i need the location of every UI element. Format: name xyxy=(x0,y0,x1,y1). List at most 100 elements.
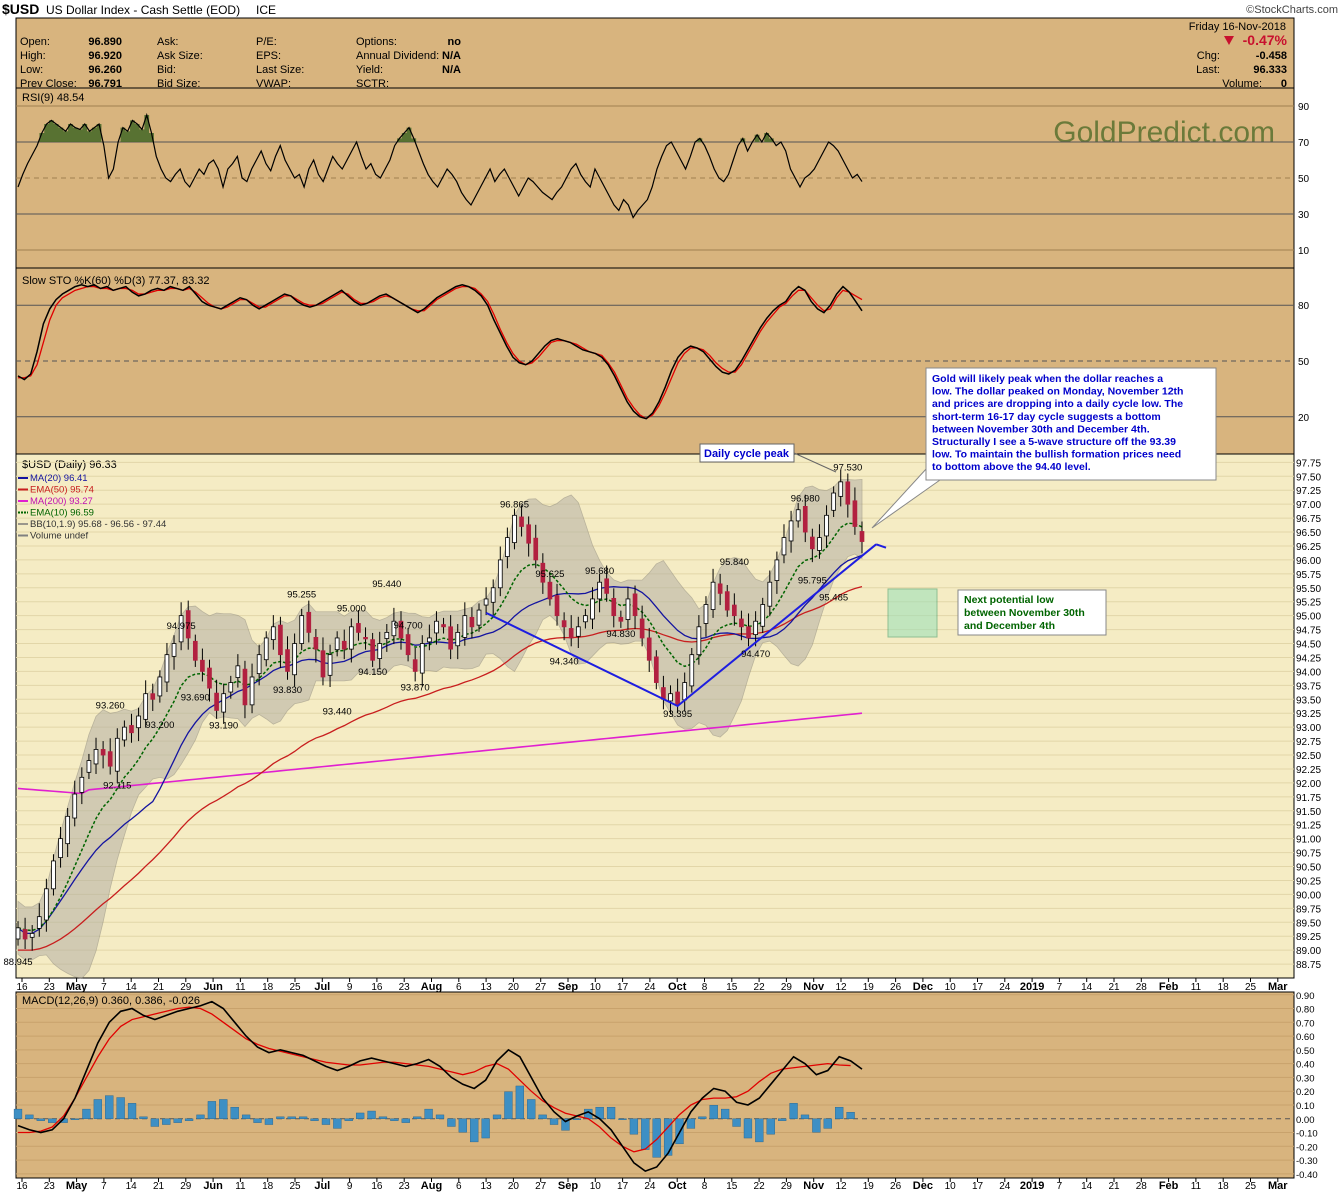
macd-histogram-bar xyxy=(755,1118,764,1143)
low-note-box xyxy=(957,589,1107,636)
low-note-line: between November 30th xyxy=(964,607,1085,619)
price-tick-label: 97.25 xyxy=(1296,486,1321,497)
macd-histogram-bar xyxy=(413,1116,422,1119)
trend-line xyxy=(485,543,877,708)
candle-body xyxy=(646,637,652,661)
macd-histogram-bar xyxy=(298,1116,308,1119)
x-tick-label: 12 xyxy=(835,982,847,993)
legend-label: BB(10,1.9) 95.68 - 96.56 - 97.44 xyxy=(30,519,166,530)
candle-body xyxy=(398,620,404,639)
price-tick-label: 96.50 xyxy=(1296,528,1321,539)
macd-panel: 0.90 0.80 0.70 0.60 0.50 0.40 0.30 0.20 0.10 0.00… xyxy=(13,991,1318,1181)
macd-histogram-bar xyxy=(13,1108,23,1119)
x-tick-label: 17 xyxy=(972,1181,984,1192)
candle-body xyxy=(285,649,290,672)
legend-label: EMA(10) 96.59 xyxy=(30,508,94,519)
price-tick-label: 94.25 xyxy=(1296,653,1321,664)
x-tick-label: 17 xyxy=(972,982,984,993)
legend-label: Volume undef xyxy=(30,531,88,542)
candle-body xyxy=(214,692,219,711)
x-tick-label: 23 xyxy=(399,982,411,993)
macd-histogram-bar xyxy=(82,1108,91,1119)
macd-histogram-bar xyxy=(458,1118,467,1133)
candle-body xyxy=(150,693,156,700)
candle-body xyxy=(412,659,418,672)
candle-body xyxy=(36,916,42,929)
price-annotation-label: 96.980 xyxy=(791,493,820,504)
macd-histogram-bar xyxy=(253,1118,262,1123)
price-title: $USD (Daily) 96.33 xyxy=(22,459,117,471)
main-note-line: and prices are dropping into a daily cyc… xyxy=(932,398,1183,410)
candle-body xyxy=(22,929,28,940)
ask-size-label: Ask Size: xyxy=(157,50,203,62)
trend-line-extension xyxy=(875,543,887,549)
candle-body xyxy=(675,691,680,706)
macd-histogram-bar xyxy=(538,1114,547,1119)
ask-label: Ask: xyxy=(157,36,178,48)
macd-tick-label: 0.50 xyxy=(1296,1046,1315,1057)
macd-histogram-bar xyxy=(105,1095,114,1119)
macd-histogram-bar xyxy=(276,1116,285,1119)
x-tick-label: 20 xyxy=(508,1181,520,1192)
candle-body xyxy=(824,514,829,537)
candle-body xyxy=(143,693,148,720)
candle-body xyxy=(703,604,709,624)
candle-body xyxy=(157,676,163,697)
x-tick-label: 18 xyxy=(262,1181,274,1192)
candle-body xyxy=(852,500,858,527)
candle-body xyxy=(526,524,531,544)
candle-body xyxy=(107,751,113,767)
candle-body xyxy=(497,559,503,589)
x-tick-label: 7 xyxy=(1057,982,1063,993)
sto-tick-label: 80 xyxy=(1298,301,1310,312)
price-annotation-label: 95.440 xyxy=(372,579,401,590)
x-tick-label: Dec xyxy=(913,1180,933,1192)
x-tick-label: May xyxy=(66,1180,88,1192)
candle-body xyxy=(405,634,411,656)
macd-histogram-bar xyxy=(25,1114,34,1119)
x-tick-label: 10 xyxy=(945,982,957,993)
quote-summary: Open: 96.890 High: 96.920 Low: 96.260 Pr… xyxy=(20,21,1288,90)
price-tick-label: 97.50 xyxy=(1296,472,1321,483)
macd-histogram-bar xyxy=(401,1118,410,1123)
price-tick-label: 93.00 xyxy=(1296,723,1321,734)
prev-close-value: 96.791 xyxy=(88,78,122,90)
rsi-tick-label: 50 xyxy=(1298,174,1310,185)
yield-label: Yield: xyxy=(356,64,383,76)
x-tick-label: Aug xyxy=(421,1180,442,1192)
candle-body xyxy=(249,676,255,706)
sto-tick-label: 50 xyxy=(1298,357,1310,368)
price-annotation-label: 93.690 xyxy=(181,693,210,704)
x-tick-label: Nov xyxy=(803,981,825,993)
candle-body xyxy=(129,725,134,734)
candle-body xyxy=(547,581,553,600)
candle-body xyxy=(86,760,92,773)
candle-body xyxy=(767,581,773,607)
rsi-tick-label: 70 xyxy=(1298,138,1310,149)
macd-histogram-bar xyxy=(743,1118,753,1139)
candle-body xyxy=(419,643,425,674)
macd-histogram-bar xyxy=(447,1118,456,1127)
x-tick-label: Oct xyxy=(668,1180,687,1192)
annual-dividend-value: N/A xyxy=(442,50,461,62)
price-tick-label: 95.75 xyxy=(1296,570,1321,581)
x-tick-label: 26 xyxy=(890,982,902,993)
x-tick-label: 6 xyxy=(456,982,462,993)
price-tick-label: 95.50 xyxy=(1296,584,1321,595)
x-tick-label: 29 xyxy=(781,982,793,993)
price-tick-label: 91.50 xyxy=(1296,807,1321,818)
candle-body xyxy=(810,536,815,550)
bollinger-band xyxy=(17,479,863,979)
x-tick-label: Oct xyxy=(668,981,687,993)
price-annotation-label: 94.700 xyxy=(394,620,423,631)
price-annotation-label: 94.150 xyxy=(358,667,387,678)
x-tick-label: Jun xyxy=(203,981,223,993)
price-annotation-label: 95.840 xyxy=(720,557,749,568)
candle-body xyxy=(306,611,312,633)
x-tick-label: 16 xyxy=(371,1181,383,1192)
price-tick-label: 95.25 xyxy=(1296,598,1321,609)
macd-histogram-bar xyxy=(36,1118,45,1121)
macd-histogram-bar xyxy=(344,1118,353,1121)
candle-body xyxy=(263,637,269,661)
price-annotation-label: 93.830 xyxy=(273,685,302,696)
